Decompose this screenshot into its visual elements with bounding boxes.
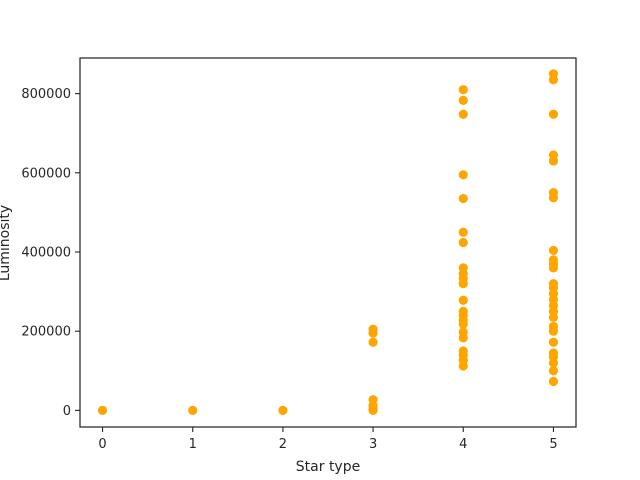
data-point <box>458 170 468 180</box>
y-tick-label: 800000 <box>21 87 71 102</box>
data-point <box>548 156 559 166</box>
x-tick-label: 4 <box>459 437 467 452</box>
data-point <box>548 358 559 368</box>
data-point <box>458 227 468 237</box>
x-tick-label: 5 <box>549 437 557 452</box>
data-point <box>458 193 468 204</box>
data-point <box>548 193 559 203</box>
x-tick-label: 0 <box>98 437 106 452</box>
y-axis-label: Luminosity <box>0 205 13 281</box>
data-point <box>188 405 198 415</box>
y-tick-label: 200000 <box>21 325 71 340</box>
data-point <box>548 326 559 336</box>
x-axis-label: Star type <box>296 459 360 475</box>
plot-area: 0 1 2 3 4 5 0 200000 400000 600000 800000 <box>21 57 577 452</box>
data-point <box>458 85 468 95</box>
data-point <box>368 405 378 415</box>
data-point <box>548 366 559 376</box>
data-point <box>458 109 468 119</box>
data-point <box>458 279 468 289</box>
data-point <box>458 333 468 343</box>
data-point <box>458 361 468 371</box>
data-point <box>548 109 559 119</box>
data-point <box>548 75 559 85</box>
data-point <box>368 328 378 338</box>
data-point <box>548 376 559 387</box>
x-tick-label: 2 <box>279 437 287 452</box>
y-axis-ticks: 0 200000 400000 600000 800000 <box>21 87 80 419</box>
x-tick-label: 3 <box>369 437 377 452</box>
data-point <box>458 295 468 305</box>
y-tick-label: 600000 <box>21 166 71 181</box>
data-point <box>458 319 468 329</box>
plot-frame <box>79 57 577 428</box>
data-point <box>548 337 559 347</box>
data-point <box>458 95 468 105</box>
data-point <box>548 312 559 322</box>
y-tick-label: 0 <box>63 404 71 419</box>
data-point <box>548 245 559 256</box>
x-tick-label: 1 <box>189 437 197 452</box>
data-point <box>548 263 559 273</box>
y-tick-label: 400000 <box>21 246 71 261</box>
data-point <box>97 405 108 415</box>
data-point <box>458 237 468 248</box>
x-axis-ticks: 0 1 2 3 4 5 <box>98 427 558 452</box>
data-point <box>278 405 288 415</box>
data-points <box>97 69 559 415</box>
data-point <box>368 337 378 347</box>
